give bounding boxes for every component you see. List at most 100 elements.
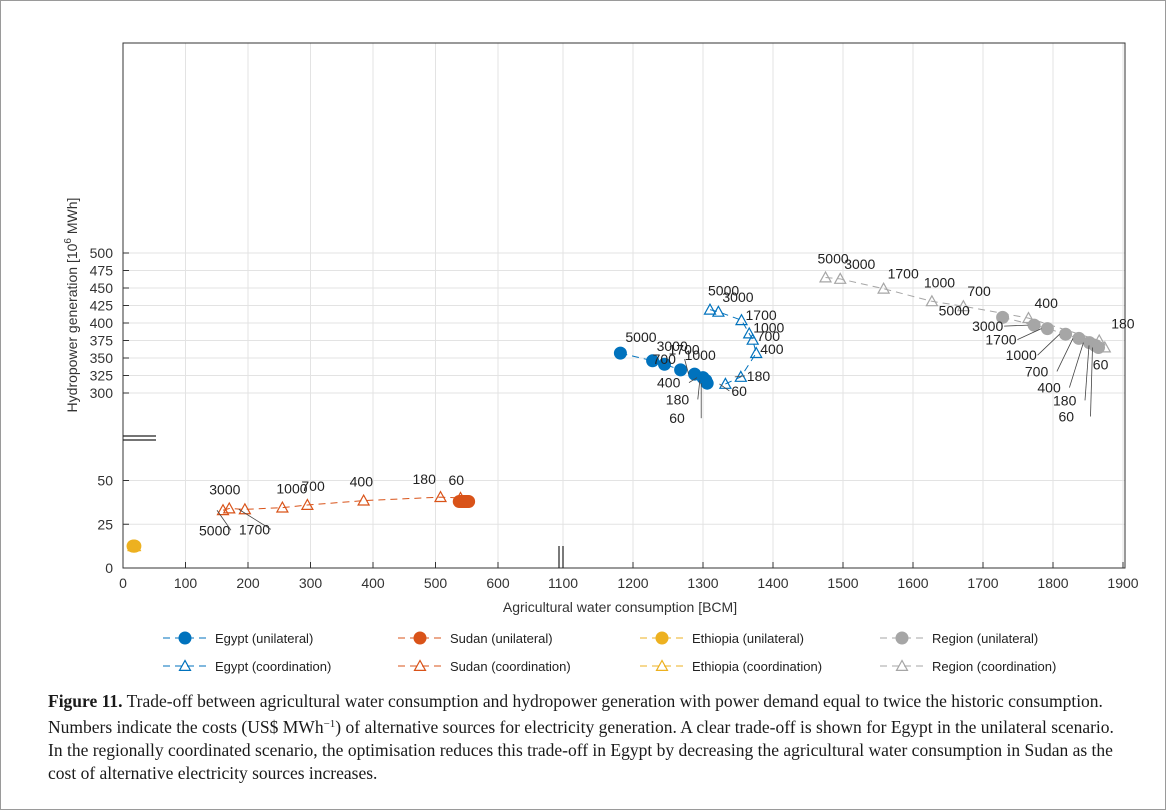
data-label: 1700 — [239, 521, 270, 537]
data-point — [749, 346, 763, 359]
legend-label: Sudan (coordination) — [450, 659, 571, 674]
data-label: 3000 — [844, 256, 875, 272]
series-line — [222, 496, 461, 511]
data-point — [613, 346, 627, 360]
legend-marker — [895, 631, 909, 645]
label-leader-line — [1056, 338, 1074, 372]
legend-entry: Egypt (unilateral) — [163, 631, 313, 646]
data-point — [925, 294, 939, 307]
legend-entry: Ethiopia (unilateral) — [640, 631, 804, 646]
data-point — [711, 305, 725, 317]
legend-label: Egypt (unilateral) — [215, 631, 313, 646]
x-axis-title: Agricultural water consumption [BCM] — [503, 599, 737, 615]
series-line — [825, 277, 1106, 348]
data-point — [275, 500, 289, 513]
data-point — [877, 281, 891, 294]
x-tick-label: 200 — [236, 575, 260, 591]
legend-marker — [655, 631, 669, 645]
data-label: 700 — [301, 478, 325, 494]
data-point — [128, 539, 142, 552]
data-label: 1000 — [924, 274, 955, 290]
scatter-chart: 0 100 200 300 400 500 600 1100 1200 1300 1400 1500 1… — [63, 42, 1139, 674]
figure-caption: Figure 11. Trade-off between agricultura… — [48, 690, 1128, 785]
data-label: 3000 — [972, 318, 1003, 334]
data-point — [658, 357, 671, 371]
data-point — [818, 270, 833, 283]
y-tick-label: 50 — [97, 473, 113, 489]
data-label: 1700 — [669, 341, 700, 357]
data-label: 5000 — [199, 522, 230, 538]
label-leader-line — [688, 377, 698, 383]
y-tick-label: 325 — [90, 368, 114, 384]
x-tick-label: 0 — [119, 575, 127, 591]
y-tick-label: 300 — [90, 385, 114, 401]
x-tick-label: 1500 — [827, 575, 858, 591]
series-line — [1002, 316, 1099, 348]
x-tick-label: 1200 — [617, 575, 648, 591]
data-point — [300, 498, 314, 510]
x-tick-label: 1700 — [967, 575, 998, 591]
label-leader-line — [1069, 342, 1084, 388]
data-label: 60 — [449, 472, 465, 488]
data-label: 700 — [653, 351, 677, 367]
data-label: 3000 — [657, 338, 688, 354]
x-tick-label: 1900 — [1107, 575, 1138, 591]
label-leader-line — [216, 510, 232, 531]
x-tick-label: 300 — [299, 575, 323, 591]
data-point — [1092, 333, 1106, 346]
legend: Egypt (unilateral) Sudan (unilateral) Ethi… — [163, 631, 1056, 674]
legend-label: Ethiopia (coordination) — [692, 659, 822, 674]
data-label: 60 — [1059, 409, 1075, 425]
series-region-coordination — [818, 270, 1112, 353]
data-label: 1700 — [985, 332, 1016, 348]
data-label: 3000 — [209, 482, 240, 498]
data-point — [674, 363, 688, 377]
x-tick-label: 1800 — [1037, 575, 1068, 591]
data-label: 1000 — [753, 320, 784, 336]
data-point — [357, 493, 371, 506]
label-leader-line — [1037, 333, 1060, 356]
data-point — [746, 333, 760, 345]
data-label: 60 — [731, 383, 747, 399]
data-label: 1700 — [888, 266, 919, 282]
label-leader-line — [719, 383, 730, 392]
legend-marker — [178, 631, 192, 645]
x-tick-label: 500 — [424, 575, 448, 591]
label-leader-line — [1090, 347, 1093, 417]
x-tick-label: 1400 — [757, 575, 788, 591]
y-tick-label: 400 — [90, 315, 114, 331]
data-label: 1000 — [685, 347, 716, 363]
data-label: 5000 — [939, 302, 970, 318]
x-tick-label: 600 — [486, 575, 510, 591]
legend-entry: Region (unilateral) — [880, 631, 1038, 646]
caption-text-1: Trade-off between agricultural water con… — [48, 691, 1103, 737]
data-point — [833, 272, 847, 284]
data-point — [742, 326, 756, 339]
y-tick-label: 450 — [90, 280, 114, 296]
data-label: 180 — [413, 471, 437, 487]
y-tick-label: 350 — [90, 350, 114, 366]
legend-entry: Sudan (coordination) — [398, 659, 571, 674]
data-label: 400 — [1035, 295, 1059, 311]
caption-text-2: ) of alternative sources for electricity… — [48, 717, 1114, 783]
legend-entry: Sudan (unilateral) — [398, 631, 553, 646]
axes: 0 100 200 300 400 500 600 1100 1200 1300 1400 1500 1… — [90, 42, 1139, 591]
data-label: 400 — [350, 474, 374, 490]
y-tick-label: 0 — [105, 560, 113, 576]
data-point — [433, 490, 448, 503]
data-label: 180 — [1053, 392, 1077, 408]
plot-frame — [122, 42, 1126, 569]
series-egypt-coordination — [703, 302, 763, 389]
legend-entry: Ethiopia (coordination) — [640, 659, 822, 674]
legend-marker — [413, 659, 427, 672]
data-point — [462, 495, 476, 508]
data-point — [718, 377, 732, 389]
label-leader-line — [697, 380, 701, 400]
data-label: 700 — [757, 328, 781, 344]
y-tick-label: 25 — [97, 516, 113, 532]
data-label: 180 — [666, 391, 690, 407]
data-label: 400 — [760, 341, 784, 357]
x-tick-label: 1600 — [897, 575, 928, 591]
grid-lines — [122, 43, 1125, 569]
